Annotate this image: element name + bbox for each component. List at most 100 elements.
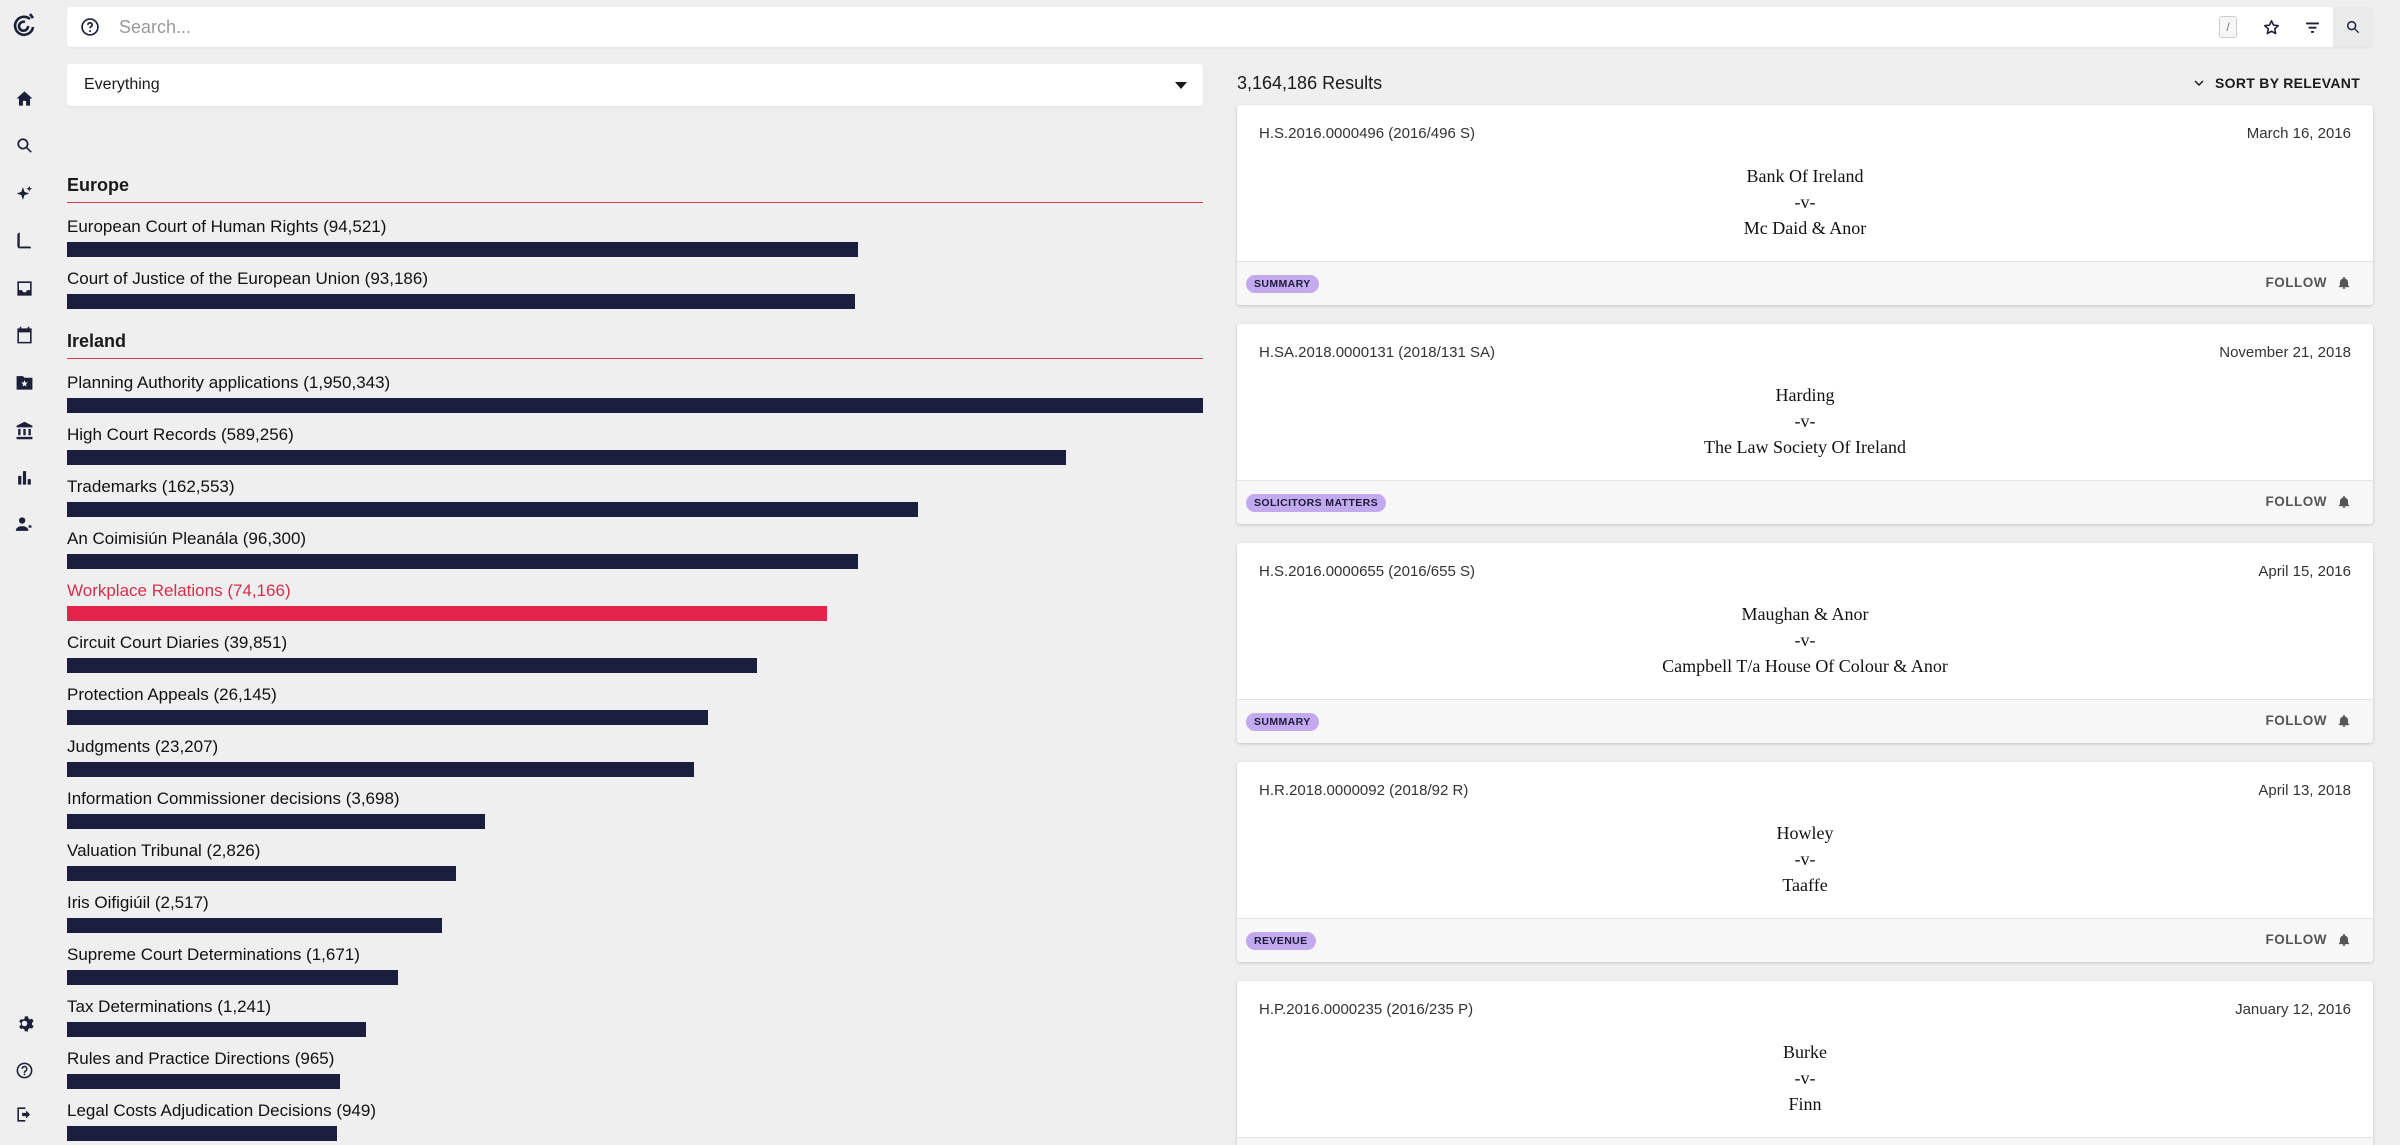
facet-item[interactable]: Valuation Tribunal (2,826) bbox=[67, 841, 1207, 887]
facet-bar bbox=[67, 1022, 366, 1037]
result-card[interactable]: H.R.2018.0000092 (2018/92 R) April 13, 2… bbox=[1237, 762, 2373, 962]
facet-bar bbox=[67, 918, 442, 933]
facet-label: Iris Oifigiúil (2,517) bbox=[67, 893, 209, 912]
facet-label: High Court Records (589,256) bbox=[67, 425, 294, 444]
facet-label: Trademarks (162,553) bbox=[67, 477, 235, 496]
facet-item[interactable]: Trademarks (162,553) bbox=[67, 477, 1207, 523]
facet-label: Circuit Court Diaries (39,851) bbox=[67, 633, 288, 652]
follow-button[interactable]: FOLLOW bbox=[2266, 275, 2351, 290]
search-input[interactable] bbox=[119, 13, 2269, 41]
sparkle-ai-icon[interactable] bbox=[12, 181, 36, 205]
case-date: April 15, 2016 bbox=[2258, 563, 2351, 580]
facet-item[interactable]: Planning Authority applications (1,950,3… bbox=[67, 373, 1207, 419]
institution-icon[interactable] bbox=[12, 418, 36, 442]
follow-button[interactable]: FOLLOW bbox=[2266, 494, 2351, 509]
facet-item[interactable]: European Court of Human Rights (94,521) bbox=[67, 217, 1207, 263]
result-card[interactable]: H.S.2016.0000496 (2016/496 S) March 16, … bbox=[1237, 105, 2373, 305]
calendar-icon[interactable] bbox=[12, 323, 36, 347]
facet-group-heading: Ireland bbox=[67, 331, 1203, 359]
facet-label: European Court of Human Rights (94,521) bbox=[67, 217, 387, 236]
settings-gear-icon[interactable] bbox=[12, 1011, 36, 1035]
category-badge[interactable]: REVENUE bbox=[1246, 932, 1316, 950]
facet-item[interactable]: Court of Justice of the European Union (… bbox=[67, 269, 1207, 315]
inbox-icon[interactable] bbox=[12, 276, 36, 300]
home-icon[interactable] bbox=[12, 86, 36, 110]
facet-bar bbox=[67, 294, 855, 309]
facet-bar bbox=[67, 658, 757, 673]
category-badge[interactable]: SUMMARY bbox=[1246, 713, 1319, 731]
versus-label: -v- bbox=[1794, 1068, 1816, 1088]
facet-bar bbox=[67, 866, 456, 881]
follow-label: FOLLOW bbox=[2265, 494, 2327, 509]
facet-label: Legal Costs Adjudication Decisions (949) bbox=[67, 1101, 377, 1120]
facet-bar bbox=[67, 762, 694, 777]
search-submit-icon bbox=[2347, 21, 2360, 34]
facet-item[interactable]: Judgments (23,207) bbox=[67, 737, 1207, 783]
case-parties: Burke -v- Finn bbox=[1237, 1039, 2373, 1117]
party-defendant: Finn bbox=[1788, 1094, 1822, 1114]
facet-label: Court of Justice of the European Union (… bbox=[67, 269, 428, 288]
bar-chart-icon[interactable] bbox=[12, 465, 36, 489]
follow-label: FOLLOW bbox=[2265, 932, 2327, 947]
sort-label: SORT BY RELEVANT bbox=[2215, 75, 2361, 91]
facet-item[interactable]: Workplace Relations (74,166) bbox=[67, 581, 1207, 627]
facet-item[interactable]: Iris Oifigiúil (2,517) bbox=[67, 893, 1207, 939]
case-reference: H.S.2016.0000655 (2016/655 S) bbox=[1259, 563, 1475, 580]
result-card[interactable]: H.SA.2018.0000131 (2018/131 SA) November… bbox=[1237, 324, 2373, 524]
case-reference: H.P.2016.0000235 (2016/235 P) bbox=[1259, 1001, 1474, 1018]
facet-label: Supreme Court Determinations (1,671) bbox=[67, 945, 360, 964]
party-defendant: Campbell T/a House Of Colour & Anor bbox=[1662, 656, 1948, 676]
case-reference: H.R.2018.0000092 (2018/92 R) bbox=[1259, 782, 1469, 799]
folder-star-icon[interactable] bbox=[12, 370, 36, 394]
category-badge[interactable]: SUMMARY bbox=[1246, 275, 1319, 293]
search-submit-button[interactable] bbox=[2333, 7, 2373, 47]
facet-item[interactable]: High Court Records (589,256) bbox=[67, 425, 1207, 471]
facet-label: Workplace Relations (74,166) bbox=[67, 581, 291, 600]
facet-item[interactable]: Circuit Court Diaries (39,851) bbox=[67, 633, 1207, 679]
user-manage-icon[interactable] bbox=[12, 512, 36, 536]
bell-icon bbox=[2338, 495, 2350, 508]
case-date: March 16, 2016 bbox=[2246, 125, 2351, 142]
result-card[interactable]: H.S.2016.0000655 (2016/655 S) April 15, … bbox=[1237, 543, 2373, 743]
book-icon[interactable] bbox=[12, 228, 36, 252]
facet-item[interactable]: Legal Costs Adjudication Decisions (949) bbox=[67, 1101, 1207, 1145]
facet-label: An Coimisiún Pleanála (96,300) bbox=[67, 529, 307, 548]
card-footer: SUMMARY FOLLOW bbox=[1237, 699, 2373, 743]
facet-item[interactable]: Rules and Practice Directions (965) bbox=[67, 1049, 1207, 1095]
follow-button[interactable]: FOLLOW bbox=[2266, 932, 2351, 947]
facet-label: Valuation Tribunal (2,826) bbox=[67, 841, 261, 860]
facet-bar bbox=[67, 1126, 337, 1141]
facet-bar bbox=[67, 502, 918, 517]
follow-button[interactable]: FOLLOW bbox=[2266, 713, 2351, 728]
filter-icon[interactable] bbox=[2302, 17, 2322, 37]
party-plaintiff: Howley bbox=[1776, 823, 1834, 843]
facet-item[interactable]: Information Commissioner decisions (3,69… bbox=[67, 789, 1207, 835]
sort-button[interactable]: SORT BY RELEVANT bbox=[2193, 75, 2360, 91]
scope-select[interactable]: Everything bbox=[67, 64, 1203, 106]
help-circle-icon[interactable] bbox=[12, 1058, 36, 1082]
category-badge[interactable]: SOLICITORS MATTERS bbox=[1246, 494, 1387, 512]
versus-label: -v- bbox=[1794, 849, 1816, 869]
bell-icon bbox=[2338, 276, 2350, 289]
case-date: November 21, 2018 bbox=[2219, 344, 2351, 361]
facet-label: Information Commissioner decisions (3,69… bbox=[67, 789, 400, 808]
facet-bar bbox=[67, 814, 485, 829]
facet-item[interactable]: Tax Determinations (1,241) bbox=[67, 997, 1207, 1043]
logout-icon[interactable] bbox=[12, 1102, 36, 1126]
facet-item[interactable]: An Coimisiún Pleanála (96,300) bbox=[67, 529, 1207, 575]
search-help-icon[interactable] bbox=[80, 17, 100, 37]
facet-item[interactable]: Protection Appeals (26,145) bbox=[67, 685, 1207, 731]
card-footer: SUMMARY FOLLOW bbox=[1237, 261, 2373, 305]
card-footer: SOLICITORS MATTERS FOLLOW bbox=[1237, 480, 2373, 524]
follow-label: FOLLOW bbox=[2265, 713, 2327, 728]
search-icon[interactable] bbox=[12, 133, 36, 157]
card-footer: REVENUE FOLLOW bbox=[1237, 918, 2373, 962]
facet-item[interactable]: Supreme Court Determinations (1,671) bbox=[67, 945, 1207, 991]
chevron-down-icon bbox=[1175, 82, 1187, 89]
logo-icon[interactable] bbox=[10, 12, 38, 40]
result-card[interactable]: H.P.2016.0000235 (2016/235 P) January 12… bbox=[1237, 981, 2373, 1145]
card-footer: FOLLOW bbox=[1237, 1137, 2373, 1145]
star-icon[interactable] bbox=[2261, 17, 2281, 37]
bell-icon bbox=[2338, 714, 2350, 727]
versus-label: -v- bbox=[1794, 411, 1816, 431]
